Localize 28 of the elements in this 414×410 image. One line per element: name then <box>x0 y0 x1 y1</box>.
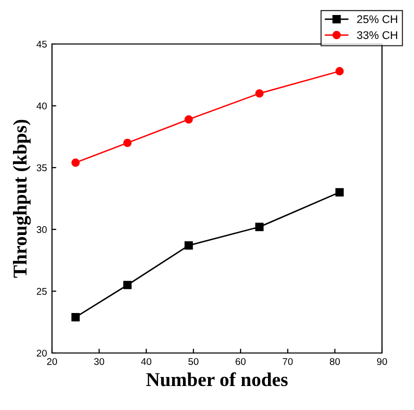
x-tick-label: 60 <box>236 358 246 365</box>
point <box>184 115 193 124</box>
point <box>71 312 80 322</box>
point <box>255 89 264 98</box>
x-axis-title: Number of nodes <box>146 372 288 386</box>
y-tick-label: 40 <box>36 102 47 110</box>
x-tick-label: 70 <box>282 358 293 365</box>
x-tick-label: 50 <box>188 358 198 365</box>
y-tick-label: 30 <box>36 226 47 234</box>
x-tick-label: 80 <box>330 358 340 365</box>
y-axis-title: Throughput (kbps) <box>12 120 31 278</box>
y-tick-label: 20 <box>36 350 47 357</box>
y-tick-label: 35 <box>36 164 47 172</box>
point <box>335 188 344 196</box>
x-tick-label: 40 <box>141 358 152 365</box>
point <box>71 158 80 167</box>
point <box>123 138 132 148</box>
point <box>184 241 193 250</box>
y-tick-label: 25 <box>36 288 47 295</box>
legend-label: 33% CH <box>357 31 398 40</box>
point <box>335 67 344 76</box>
x-tick-label: 20 <box>47 358 58 365</box>
legend-label: 25% CH <box>357 15 398 24</box>
x-tick-label: 90 <box>377 358 388 365</box>
y-tick-label: 45 <box>36 40 47 48</box>
point <box>123 280 132 290</box>
point <box>255 222 264 232</box>
x-tick-label: 30 <box>94 358 104 365</box>
